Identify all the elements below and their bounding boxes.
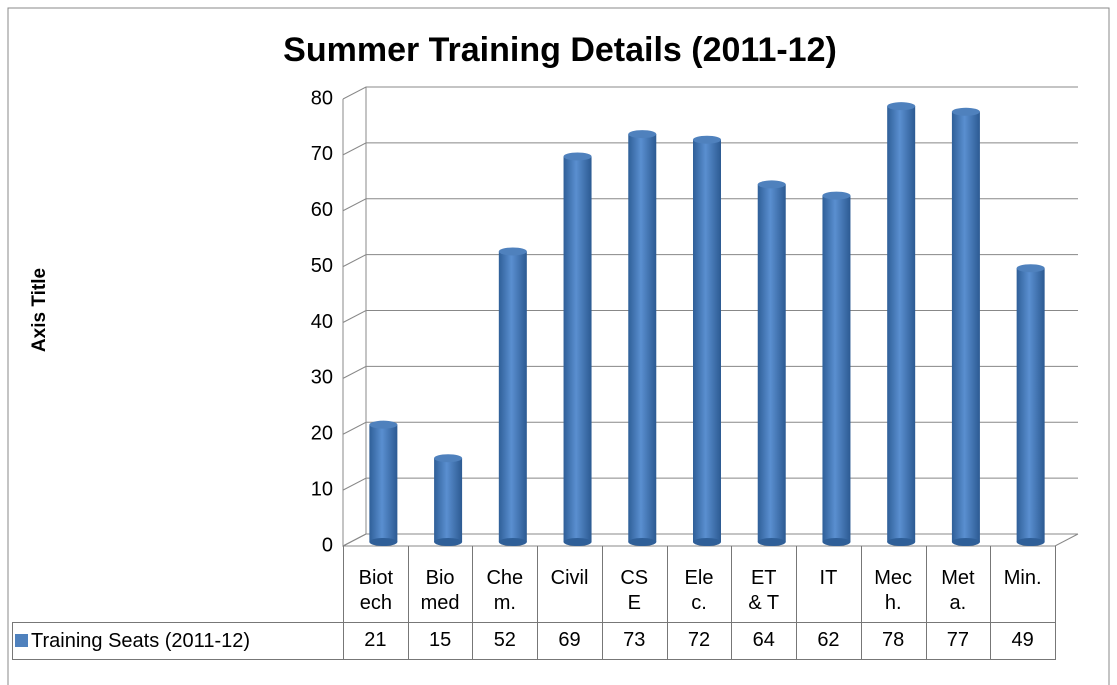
bar-bottom: [951, 538, 980, 546]
bar-top: [563, 152, 592, 161]
y-tick-label: 80: [311, 87, 333, 109]
bar: [628, 134, 657, 543]
bar: [887, 106, 916, 543]
legend-label: Training Seats (2011-12): [31, 630, 251, 652]
bar: [498, 251, 527, 542]
category-label: Biomed: [407, 546, 474, 623]
value-label: 72: [666, 622, 733, 660]
value-label: 69: [537, 622, 603, 660]
bar-top: [1016, 264, 1045, 273]
y-tick-label: 20: [311, 423, 333, 445]
value-label: 77: [925, 622, 992, 660]
bar-bottom: [1016, 538, 1045, 546]
y-tick-label: 70: [311, 143, 333, 165]
value-label: 49: [990, 622, 1056, 660]
bar-top: [887, 102, 916, 111]
bar-bottom: [498, 538, 527, 546]
bar-bottom: [693, 538, 721, 546]
chart-title: Summer Training Details (2011-12): [283, 31, 837, 69]
bar-top: [693, 135, 721, 144]
grid-line: [342, 142, 1078, 156]
bar-top: [757, 180, 786, 189]
grid-line: [342, 86, 1078, 100]
bar-bottom: [369, 538, 398, 546]
y-tick-label: 60: [311, 199, 333, 221]
y-tick-label: 0: [322, 534, 333, 556]
category-label: ET & T: [731, 546, 798, 623]
value-label: 52: [472, 622, 539, 660]
value-label: 21: [343, 622, 409, 660]
bar-bottom: [434, 538, 463, 546]
bar-top: [628, 130, 657, 139]
bar: [434, 458, 463, 542]
y-axis-title: Axis Title: [29, 268, 50, 352]
y-tick-label: 40: [311, 311, 333, 333]
bar: [822, 195, 851, 542]
bar-top: [434, 454, 463, 463]
bar: [757, 184, 786, 542]
category-label: Biotech: [343, 546, 409, 623]
legend-swatch: [15, 634, 28, 647]
category-label: Civil: [537, 546, 603, 623]
bar: [951, 111, 980, 542]
value-label: 15: [407, 622, 474, 660]
category-label: Elec.: [666, 546, 733, 623]
category-label: Mech.: [860, 546, 927, 623]
bar-bottom: [822, 538, 851, 546]
bar-top: [498, 247, 527, 256]
bar-top: [369, 420, 398, 429]
bar-top: [822, 191, 851, 200]
category-label: Meta.: [925, 546, 992, 623]
bar-top: [951, 107, 980, 116]
category-label: IT: [796, 546, 862, 623]
bar: [693, 139, 721, 542]
chart-border: [7, 7, 1110, 685]
bar-bottom: [887, 538, 916, 546]
bar: [563, 156, 592, 542]
category-label: Min.: [990, 546, 1056, 623]
y-tick-label: 10: [311, 478, 333, 500]
bar: [369, 424, 398, 542]
bar-bottom: [628, 538, 657, 546]
y-tick-label: 30: [311, 367, 333, 389]
category-label: CSE: [601, 546, 668, 623]
value-label: 62: [796, 622, 862, 660]
legend-entry: Training Seats (2011-12): [12, 622, 344, 660]
value-label: 78: [860, 622, 927, 660]
y-tick-label: 50: [311, 255, 333, 277]
value-label: 64: [731, 622, 798, 660]
bar-bottom: [563, 538, 592, 546]
bar: [1016, 268, 1045, 542]
value-label: 73: [601, 622, 668, 660]
category-label: Chem.: [472, 546, 539, 623]
bar-bottom: [757, 538, 786, 546]
